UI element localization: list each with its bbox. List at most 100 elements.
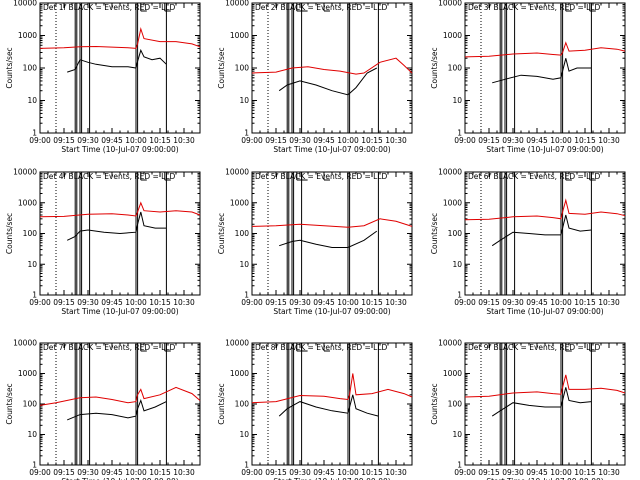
panel-title: Det 3f BLACK = Events, RED = LLD bbox=[468, 3, 601, 12]
panel-title: Det 8f BLACK = Events, RED = LLD bbox=[255, 343, 388, 352]
x-tick-label: 10:00 bbox=[125, 298, 147, 307]
y-tick-label: 10 bbox=[27, 430, 37, 439]
y-axis-label: Counts/sec bbox=[430, 383, 439, 424]
panel-title: Det 7f BLACK = Events, RED = LLD bbox=[43, 343, 176, 352]
flag-marker bbox=[164, 3, 171, 12]
y-tick-label: 1000 bbox=[230, 31, 249, 40]
x-tick-label: 09:30 bbox=[289, 136, 311, 145]
y-tick-label: 100 bbox=[235, 64, 250, 73]
x-tick-label: 10:15 bbox=[361, 136, 383, 145]
x-tick-label: 10:00 bbox=[125, 136, 147, 145]
x-tick-label: 09:45 bbox=[101, 298, 123, 307]
panel-title: Det 4f BLACK = Events, RED = LLD bbox=[43, 172, 176, 181]
x-tick-label: 09:45 bbox=[526, 136, 548, 145]
plot-frame bbox=[251, 342, 413, 466]
x-tick-label: 10:30 bbox=[173, 468, 195, 477]
x-tick-label: 09:00 bbox=[29, 468, 51, 477]
x-tick-label: 09:00 bbox=[454, 136, 476, 145]
plot-frame bbox=[464, 171, 626, 296]
x-tick-label: 10:30 bbox=[598, 468, 620, 477]
y-tick-label: 1 bbox=[457, 291, 462, 300]
x-tick-label: 10:30 bbox=[173, 298, 195, 307]
flag-marker bbox=[301, 3, 308, 12]
x-tick-label: 09:15 bbox=[53, 136, 75, 145]
y-tick-label: 10 bbox=[239, 96, 249, 105]
panel-title: Det 9f BLACK = Events, RED = LLD bbox=[468, 343, 601, 352]
panel-title: Det 6f BLACK = Events, RED = LLD bbox=[468, 172, 601, 181]
lld-series-line bbox=[464, 198, 626, 221]
y-tick-label: 1 bbox=[32, 291, 37, 300]
x-axis-label: Start Time (10-Jul-07 09:00:00) bbox=[486, 307, 603, 316]
y-tick-label: 10000 bbox=[13, 0, 37, 8]
flag-marker bbox=[301, 343, 308, 352]
x-tick-label: 09:15 bbox=[265, 298, 287, 307]
events-series-line bbox=[492, 58, 592, 84]
y-axis-label: Counts/sec bbox=[430, 213, 439, 254]
x-tick-label: 09:15 bbox=[478, 298, 500, 307]
x-tick-label: 10:15 bbox=[361, 298, 383, 307]
panel-det-1: 1 10 100 1000 10000 09:00 09:15 09:30 09:45 10:00… bbox=[5, 0, 201, 154]
x-tick-label: 09:30 bbox=[502, 468, 524, 477]
y-axis-label: Counts/sec bbox=[5, 47, 14, 88]
x-tick-label: 10:15 bbox=[574, 136, 596, 145]
y-tick-label: 1 bbox=[244, 129, 249, 138]
x-tick-label: 10:30 bbox=[598, 136, 620, 145]
flag-marker bbox=[323, 343, 330, 352]
flag-marker bbox=[301, 172, 308, 181]
y-tick-label: 1000 bbox=[443, 31, 462, 40]
y-tick-label: 1 bbox=[32, 461, 37, 470]
x-tick-label: 10:30 bbox=[173, 136, 195, 145]
x-axis-label: Start Time (10-Jul-07 09:00:00) bbox=[273, 145, 390, 154]
y-tick-label: 100 bbox=[235, 400, 250, 409]
plot-frame bbox=[39, 342, 201, 466]
x-tick-label: 09:00 bbox=[241, 298, 263, 307]
events-series-line bbox=[278, 67, 378, 96]
x-tick-label: 09:00 bbox=[454, 298, 476, 307]
x-tick-label: 10:00 bbox=[337, 298, 359, 307]
y-tick-label: 10 bbox=[239, 430, 249, 439]
x-tick-label: 10:15 bbox=[574, 468, 596, 477]
panel-det-4: 1 10 100 1000 10000 09:00 09:15 09:30 09:45 10:00… bbox=[5, 168, 201, 316]
x-tick-label: 09:45 bbox=[313, 468, 335, 477]
y-tick-label: 100 bbox=[448, 229, 463, 238]
x-tick-label: 09:15 bbox=[265, 468, 287, 477]
y-tick-label: 10 bbox=[452, 260, 462, 269]
x-tick-label: 10:15 bbox=[149, 468, 171, 477]
x-tick-label: 09:00 bbox=[241, 136, 263, 145]
x-tick-label: 09:45 bbox=[526, 298, 548, 307]
y-tick-label: 10000 bbox=[438, 339, 462, 348]
y-tick-label: 1 bbox=[457, 129, 462, 138]
flag-marker bbox=[589, 343, 596, 352]
x-tick-label: 09:45 bbox=[313, 136, 335, 145]
y-tick-label: 10 bbox=[27, 96, 37, 105]
y-tick-label: 10 bbox=[27, 260, 37, 269]
panel-title: Det 5f BLACK = Events, RED = LLD bbox=[255, 172, 388, 181]
y-tick-label: 10000 bbox=[438, 168, 462, 177]
flag-marker bbox=[589, 3, 596, 12]
y-tick-label: 100 bbox=[23, 400, 38, 409]
x-tick-label: 09:30 bbox=[289, 298, 311, 307]
x-tick-label: 09:15 bbox=[53, 468, 75, 477]
panel-title: Det 2f BLACK = Events, RED = LLD bbox=[255, 3, 388, 12]
plot-frame bbox=[464, 342, 626, 466]
x-tick-label: 09:30 bbox=[502, 136, 524, 145]
y-axis-label: Counts/sec bbox=[217, 383, 226, 424]
y-tick-label: 10 bbox=[239, 260, 249, 269]
events-series-line bbox=[491, 214, 592, 247]
x-tick-label: 09:45 bbox=[526, 468, 548, 477]
lld-series-line bbox=[251, 218, 413, 228]
panel-det-8: 1 10 100 1000 10000 09:00 09:15 09:30 09:45 10:00… bbox=[217, 339, 413, 480]
x-tick-label: 09:30 bbox=[77, 298, 99, 307]
x-tick-label: 09:00 bbox=[29, 136, 51, 145]
y-tick-label: 10000 bbox=[225, 168, 249, 177]
x-tick-label: 09:00 bbox=[454, 468, 476, 477]
x-axis-label: Start Time (10-Jul-07 09:00:00) bbox=[61, 477, 178, 480]
y-tick-label: 1 bbox=[457, 461, 462, 470]
flag-marker bbox=[140, 343, 147, 352]
y-tick-label: 100 bbox=[448, 64, 463, 73]
panel-det-9: 1 10 100 1000 10000 09:00 09:15 09:30 09:45 10:00… bbox=[430, 339, 626, 480]
lld-series-line bbox=[39, 386, 201, 406]
x-axis-label: Start Time (10-Jul-07 09:00:00) bbox=[486, 477, 603, 480]
x-tick-label: 10:15 bbox=[574, 298, 596, 307]
y-tick-label: 10000 bbox=[13, 339, 37, 348]
